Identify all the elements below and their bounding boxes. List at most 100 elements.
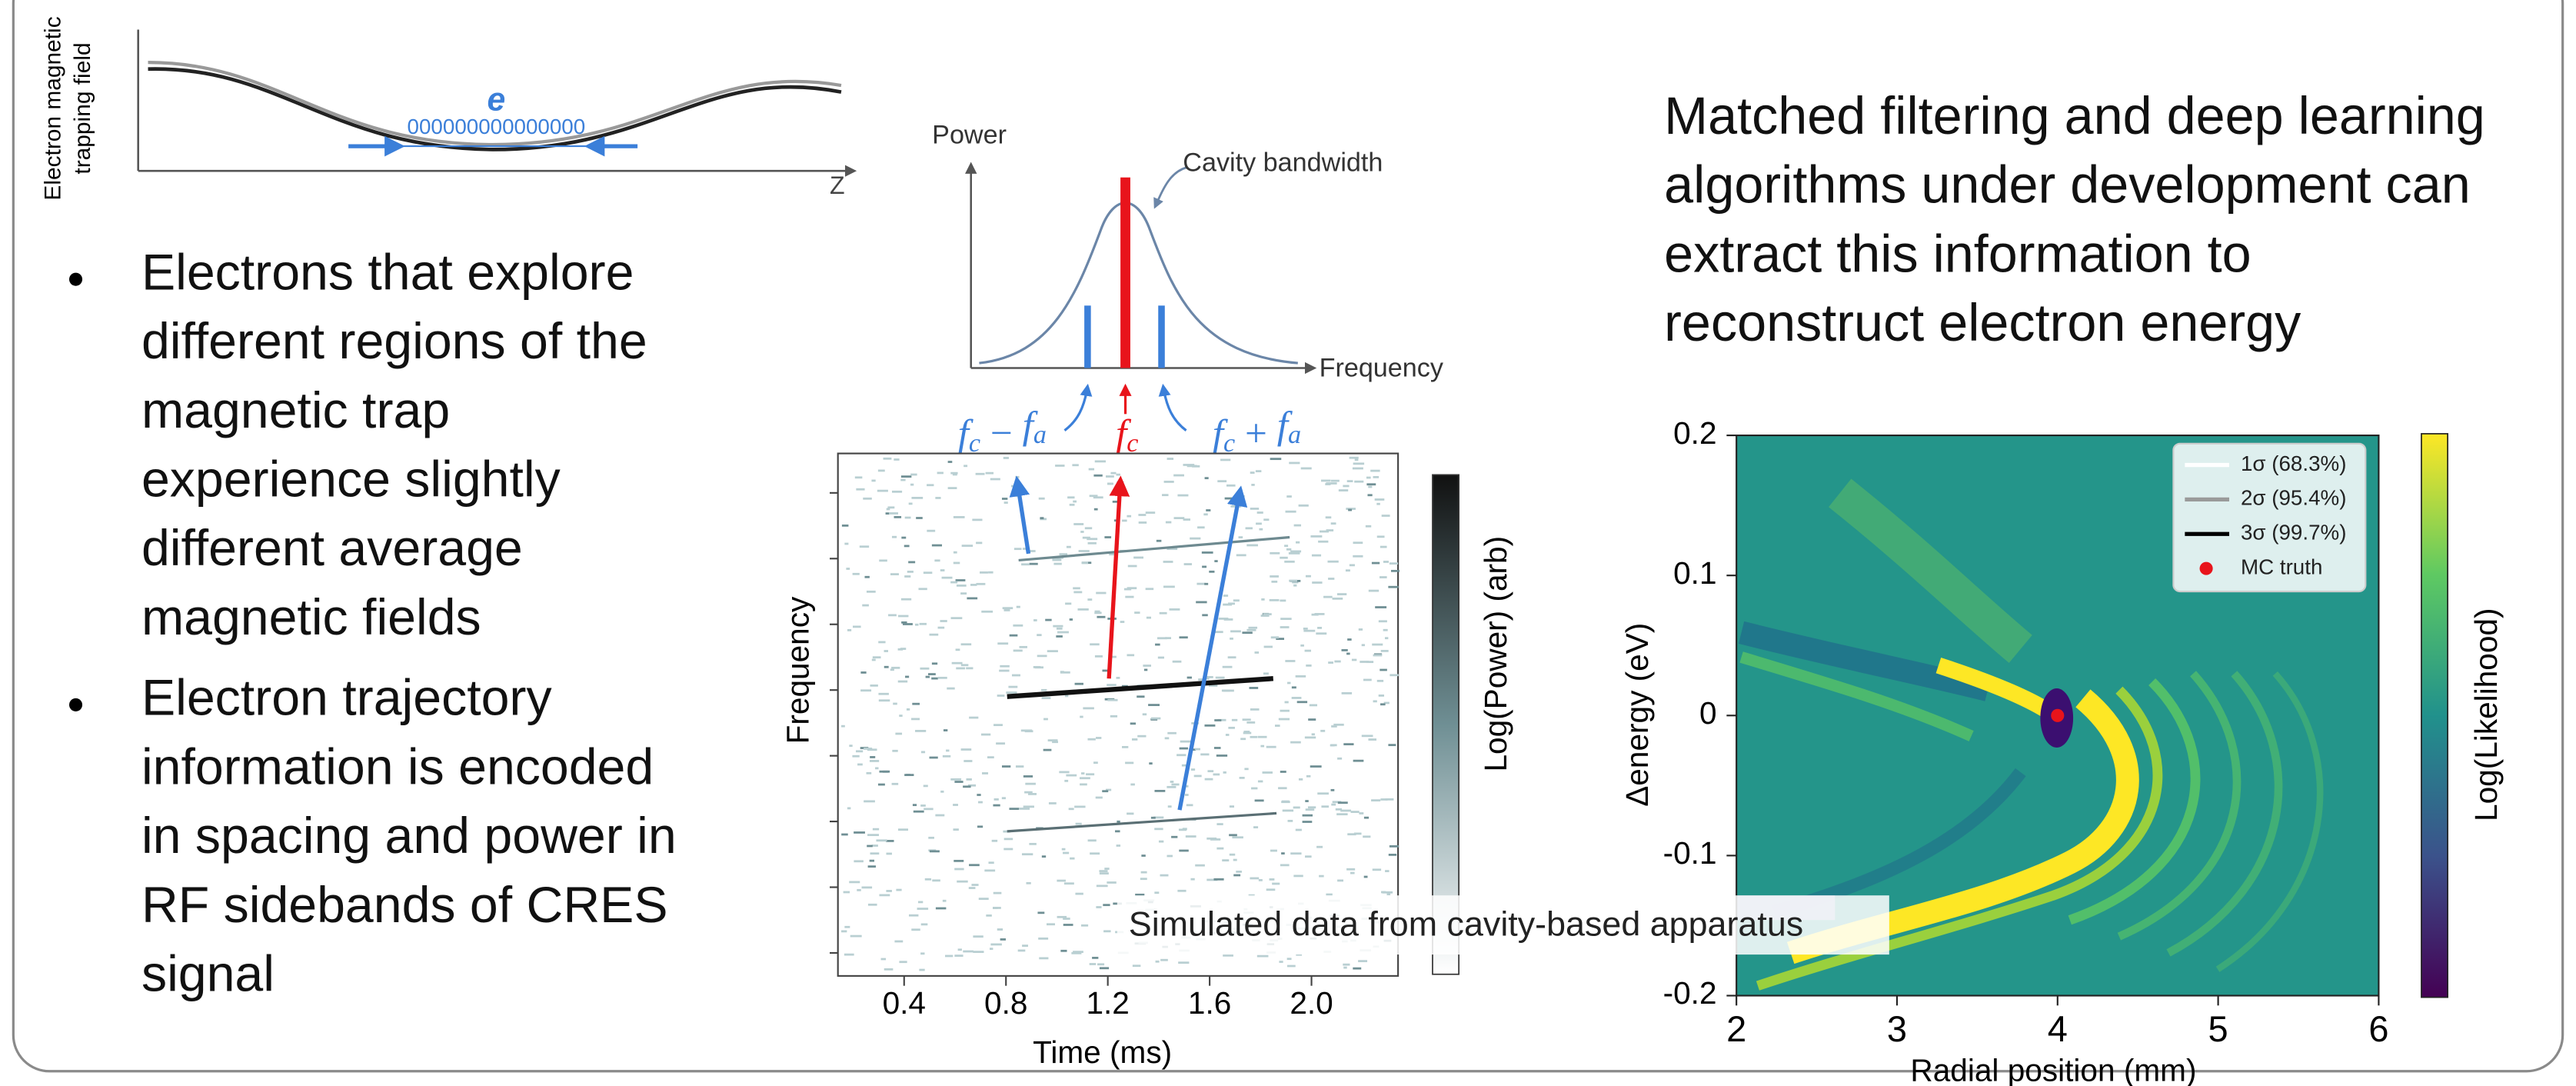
noise-pixel bbox=[929, 756, 938, 759]
noise-pixel bbox=[1053, 562, 1062, 565]
noise-pixel bbox=[866, 590, 876, 593]
noise-pixel bbox=[1190, 537, 1201, 540]
noise-pixel bbox=[1055, 465, 1065, 467]
noise-pixel bbox=[847, 628, 852, 631]
noise-pixel bbox=[1097, 615, 1106, 618]
noise-pixel bbox=[1341, 691, 1353, 695]
bullet-text: experience slightly bbox=[141, 451, 561, 508]
noise-pixel bbox=[920, 952, 925, 955]
noise-pixel bbox=[1109, 553, 1117, 556]
noise-pixel bbox=[1065, 602, 1072, 605]
noise-pixel bbox=[1296, 541, 1300, 544]
noise-pixel bbox=[1216, 847, 1224, 850]
arrow bbox=[1158, 383, 1187, 431]
noise-pixel bbox=[1280, 556, 1288, 559]
noise-pixel bbox=[1302, 821, 1313, 823]
noise-pixel bbox=[1162, 494, 1169, 497]
noise-pixel bbox=[1350, 811, 1360, 813]
noise-pixel bbox=[1250, 508, 1260, 510]
noise-pixel bbox=[1020, 729, 1033, 732]
noise-pixel bbox=[1086, 773, 1095, 776]
noise-pixel bbox=[1269, 598, 1280, 601]
noise-pixel bbox=[1008, 685, 1018, 688]
noise-pixel bbox=[997, 642, 1009, 645]
noise-pixel bbox=[1106, 788, 1112, 791]
noise-pixel bbox=[893, 702, 897, 705]
noise-pixel bbox=[1215, 676, 1225, 679]
noise-pixel bbox=[854, 476, 863, 479]
noise-pixel bbox=[1305, 808, 1315, 811]
noise-pixel bbox=[1016, 605, 1020, 608]
noise-pixel bbox=[1140, 878, 1147, 881]
noise-pixel bbox=[1368, 738, 1377, 741]
noise-pixel bbox=[1142, 713, 1147, 716]
noise-pixel bbox=[846, 568, 850, 570]
noise-pixel bbox=[1326, 893, 1333, 896]
noise-pixel bbox=[976, 541, 983, 545]
legend-label: 3σ (99.7%) bbox=[2241, 521, 2347, 545]
noise-pixel bbox=[1352, 467, 1363, 470]
noise-pixel bbox=[1281, 800, 1290, 803]
noise-pixel bbox=[1239, 776, 1245, 779]
noise-pixel bbox=[1319, 874, 1324, 878]
noise-pixel bbox=[1347, 638, 1352, 641]
noise-pixel bbox=[1104, 536, 1112, 538]
noise-pixel bbox=[934, 559, 940, 562]
noise-pixel bbox=[875, 767, 879, 770]
sideband-label: fc + fa bbox=[1213, 403, 1301, 457]
noise-pixel bbox=[1169, 608, 1180, 611]
noise-pixel bbox=[1224, 497, 1233, 500]
noise-pixel bbox=[946, 749, 950, 752]
noise-pixel bbox=[931, 662, 938, 665]
noise-pixel bbox=[1177, 494, 1189, 497]
noise-pixel bbox=[1154, 891, 1160, 894]
noise-pixel bbox=[1159, 611, 1167, 615]
noise-pixel bbox=[904, 516, 911, 519]
noise-pixel bbox=[1075, 822, 1082, 825]
noise-pixel bbox=[849, 745, 853, 748]
noise-pixel bbox=[1296, 953, 1303, 956]
noise-pixel bbox=[942, 755, 951, 758]
noise-pixel bbox=[1346, 508, 1356, 510]
noise-pixel bbox=[953, 561, 960, 565]
noise-pixel bbox=[1300, 467, 1312, 470]
noise-pixel bbox=[1192, 465, 1200, 468]
noise-pixel bbox=[1333, 723, 1344, 726]
noise-pixel bbox=[1201, 551, 1213, 554]
legend bbox=[2172, 442, 2367, 593]
noise-pixel bbox=[1080, 715, 1083, 718]
arrow bbox=[1063, 383, 1093, 431]
noise-pixel bbox=[1345, 569, 1350, 572]
noise-pixel bbox=[887, 506, 895, 509]
noise-pixel bbox=[1218, 618, 1229, 620]
bullet-text: Electron trajectory bbox=[141, 670, 552, 727]
noise-pixel bbox=[1305, 575, 1311, 578]
noise-pixel bbox=[1057, 915, 1067, 918]
noise-pixel bbox=[1308, 718, 1316, 721]
noise-pixel bbox=[904, 545, 910, 548]
noise-pixel bbox=[879, 559, 887, 562]
noise-pixel bbox=[1222, 665, 1233, 668]
arrow bbox=[1107, 475, 1130, 679]
noise-pixel bbox=[890, 573, 899, 575]
noise-pixel bbox=[963, 950, 973, 953]
noise-pixel bbox=[1179, 747, 1189, 750]
sideband-bar bbox=[1084, 305, 1091, 368]
y-label: Frequency bbox=[780, 596, 815, 744]
noise-pixel bbox=[1140, 871, 1147, 874]
noise-pixel bbox=[1186, 676, 1192, 679]
noise-pixel bbox=[1064, 779, 1069, 782]
noise-pixel bbox=[1223, 595, 1229, 597]
noise-pixel bbox=[1096, 884, 1108, 888]
noise-pixel bbox=[844, 542, 849, 545]
noise-pixel bbox=[883, 457, 892, 460]
noise-pixel bbox=[920, 667, 930, 670]
noise-pixel bbox=[894, 458, 900, 461]
noise-pixel bbox=[1310, 765, 1322, 768]
noise-pixel bbox=[1112, 500, 1120, 503]
noise-pixel bbox=[1371, 799, 1381, 802]
noise-pixel bbox=[1309, 704, 1318, 707]
noise-pixel bbox=[1388, 585, 1399, 588]
noise-pixel bbox=[1328, 661, 1333, 664]
noise-pixel bbox=[897, 680, 908, 683]
